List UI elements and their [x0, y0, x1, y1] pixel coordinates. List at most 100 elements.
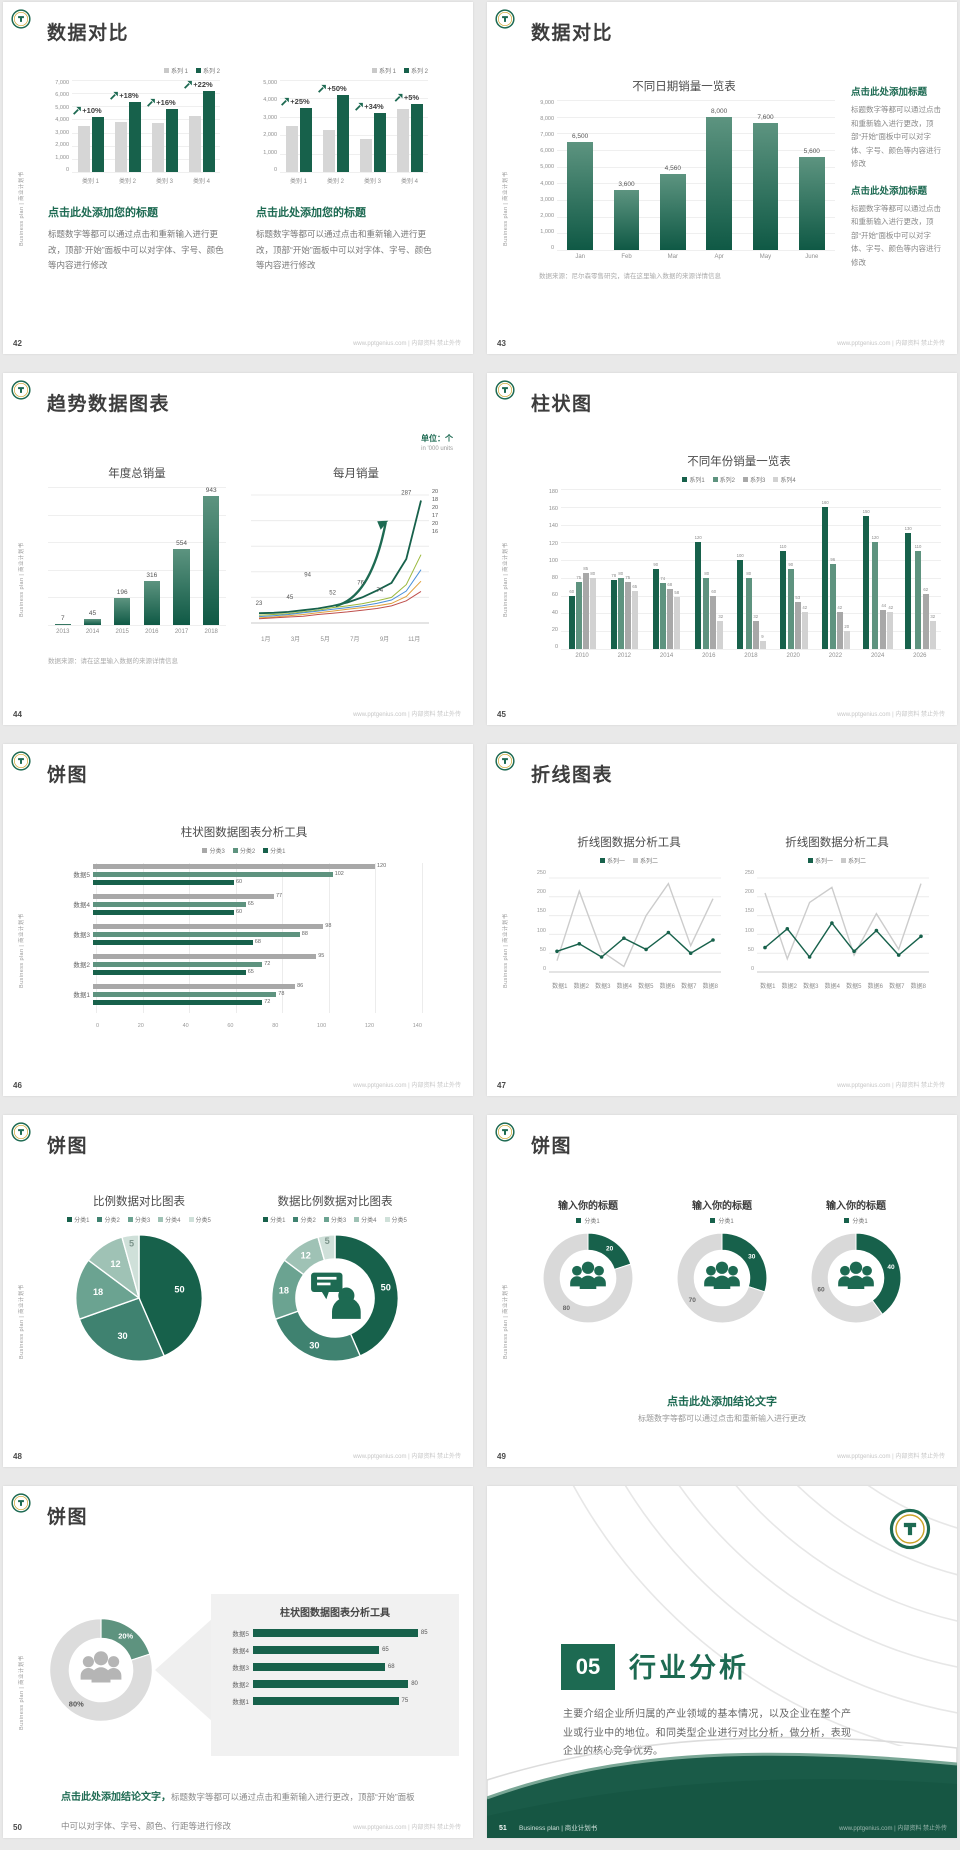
data-source-note: 数据来源：尼尔森零售研究，请在这里输入数据的来源详情信息 [539, 273, 721, 280]
bar [929, 620, 936, 649]
x-axis-labels: 类别 1 类别 2 类别 3 类别 4 [72, 176, 220, 185]
legend-swatch [576, 1218, 582, 1223]
slide-42[interactable]: Business plan | 商业计划书 数据对比 系列 1 系列 2 7,000… [3, 2, 473, 354]
bar [844, 631, 851, 649]
slide-46[interactable]: Business plan | 商业计划书 饼图 柱状图数据图表分析工具 分类3 分… [3, 744, 473, 1096]
bar [667, 588, 674, 649]
y-tick: 40 [551, 609, 558, 616]
page-title: 饼图 [531, 1136, 573, 1157]
block-body: 标题数字等都可以通过点击和重新输入进行更改，顶部“开始”面板中可以对字体、字号、… [48, 229, 224, 271]
legend-item: 系列 2 [195, 66, 220, 75]
gridline [328, 863, 330, 1013]
bar-value: 72 [264, 961, 271, 967]
point-label: 45 [287, 595, 294, 601]
pie-box: 50 30 18 12 5 [251, 1229, 419, 1367]
data-row: 数据5 85 [223, 1628, 447, 1638]
conclusion-paragraph: 点击此处添加结论文字，标题数字等都可以通过点击和重新输入进行更改，顶部“开始”面… [61, 1782, 423, 1838]
x-label: 类别 4 [400, 179, 418, 185]
gridline [48, 625, 226, 626]
bar [589, 577, 596, 649]
pie-slice [542, 1232, 634, 1324]
conclusion-heading: 点击此处添加结论文字， [61, 1792, 171, 1803]
bar-value-label: 554 [176, 539, 187, 547]
slice-label: 30 [117, 1331, 127, 1341]
bar-value-label: 20 [844, 624, 850, 630]
bar [93, 893, 274, 899]
chart-title: 柱状图数据图表分析工具 [180, 827, 308, 839]
x-label: 2016 [702, 653, 716, 659]
y-axis: 7,000 6,000 5,000 4,000 3,000 2,000 1,000 0 [48, 80, 72, 173]
donut-legend: 分类1 [659, 1216, 785, 1225]
x-label: 数据5 [638, 984, 654, 990]
bar-value-label: 68 [667, 582, 673, 588]
growth-value: +10% [82, 105, 102, 115]
bar-group: +50% [317, 80, 354, 172]
donut-legend: 分类1 [525, 1216, 651, 1225]
slide-44[interactable]: Business plan | 商业计划书 趋势数据图表 单位：个 in '00… [3, 373, 473, 725]
legend-swatch [293, 1217, 299, 1222]
y-tick: 0 [550, 244, 554, 251]
bar-value-label: 6,500 [572, 132, 589, 140]
y-tick: 0 [554, 643, 558, 650]
slide-43[interactable]: Business plan | 商业计划书 数据对比 不同日期销量一览表 9,00… [487, 2, 957, 354]
slide-47[interactable]: Business plan | 商业计划书 折线图表 折线图数据分析工具 系列一系… [487, 744, 957, 1096]
series1-bar [285, 126, 298, 172]
logo-icon [11, 1122, 31, 1142]
y-tick: 6,000 [55, 92, 69, 99]
bar-value-label: 44 [881, 603, 886, 609]
point-label: 52 [329, 591, 336, 597]
line-plot [549, 870, 721, 978]
gridline [72, 119, 220, 121]
page-number: 42 [13, 339, 22, 348]
slide-51[interactable]: 05 行业分析 主要介绍企业所归属的产业领域的基本情况，以及企业在整个产业或行业… [487, 1486, 957, 1838]
slide-49[interactable]: Business plan | 商业计划书 饼图 输入你的标题 分类1 20 80… [487, 1115, 957, 1467]
row-label: 数据3 [232, 1665, 249, 1672]
x-label: 数据6 [659, 984, 675, 990]
bar-line: 102 [93, 871, 422, 877]
bar-slot: 42 [887, 489, 894, 649]
people-icon [80, 1651, 122, 1683]
legend-label: 分类5 [195, 1218, 211, 1224]
slide-45[interactable]: Business plan | 商业计划书 柱状图 不同年份销量一览表 系列1 系列… [487, 373, 957, 725]
bar-row: 数据4 77 65 60 [58, 893, 422, 915]
series2-bar [165, 108, 178, 172]
chart-legend: 分类1 分类2 分类3 分类4 分类5 [251, 1215, 419, 1224]
x-tick: 140 [412, 1023, 422, 1029]
slide-48[interactable]: Business plan | 商业计划书 饼图 比例数据对比图表 分类1 分类2 分… [3, 1115, 473, 1467]
series2-bar [202, 90, 215, 172]
bar [173, 548, 190, 625]
gridline [96, 863, 97, 1013]
growth-label: +5% [394, 93, 419, 102]
bar-row: 数据1 86 78 72 [58, 983, 422, 1005]
comparison-bar-chart-2: 系列 1 系列 2 5,000 4,000 3,000 2,000 1,000 0 +25% +5… [256, 66, 428, 185]
data-point [644, 947, 648, 952]
x-label: 5月 [320, 637, 330, 643]
grid [96, 863, 423, 1013]
legend-label: 系列二 [640, 859, 659, 865]
chart-title: 年度总销量 [108, 468, 166, 480]
text-block: 点击此处添加您的标题 标题数字等都可以通过点击和重新输入进行更改，顶部“开始”面… [256, 204, 436, 274]
bar-value-label: 7,600 [757, 114, 774, 122]
gridline [280, 172, 428, 173]
summary-donut-chart: 20% 80% [45, 1614, 157, 1726]
bar [93, 871, 333, 877]
slide-50[interactable]: Business plan | 商业计划书 饼图 20% 80% 柱状图数据图表分… [3, 1486, 473, 1838]
bar-row: 数据5 120 102 60 [58, 863, 422, 885]
x-tick: 80 [272, 1023, 279, 1029]
page-title: 饼图 [47, 765, 89, 786]
line-chart: 23 45 94 52 76 74 287 20 18 20 17 20 16 [251, 487, 461, 631]
bar-value-label: 62 [923, 587, 928, 593]
legend-swatch [712, 477, 718, 482]
bar-slot: 44 [880, 489, 887, 649]
page-number: 45 [497, 710, 506, 719]
y-tick: 5,000 [55, 104, 69, 111]
line-plot [757, 870, 929, 978]
page-title: 柱状图 [531, 394, 593, 415]
donut-heading: 输入你的标题 [826, 1201, 886, 1212]
bar-value-label: 42 [837, 605, 843, 611]
y-tick: 120 [548, 540, 558, 547]
y-tick: 3,000 [540, 196, 554, 203]
pie-svg: 50 30 18 12 5 [271, 1234, 399, 1362]
bar-value-label: 120 [871, 535, 879, 541]
legend-label: 系列 2 [202, 69, 220, 75]
